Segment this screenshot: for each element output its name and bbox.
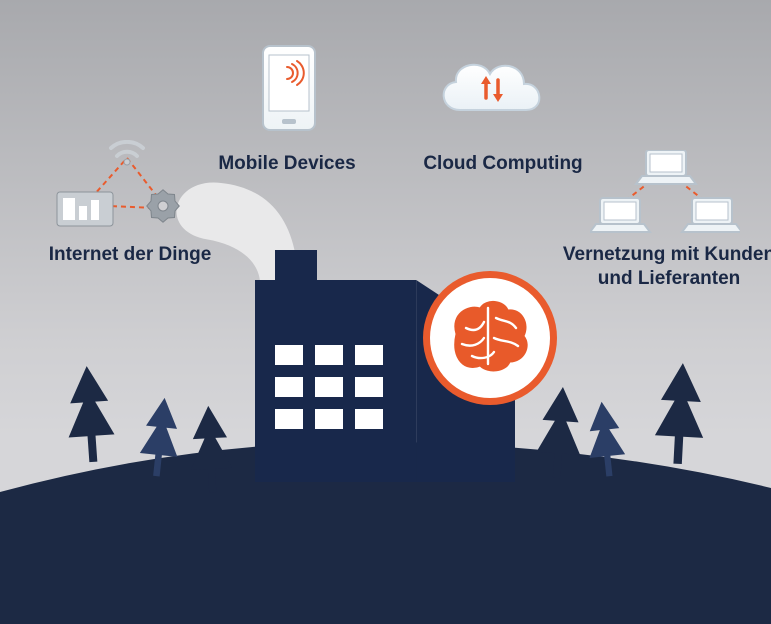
label-customer-supplier-network: Vernetzung mit Kunden und Lieferanten (554, 243, 771, 291)
tree-icon (651, 360, 709, 468)
laptops-network-icon (590, 150, 740, 235)
tree-icon (185, 403, 235, 495)
label-mobile-devices: Mobile Devices (192, 152, 382, 176)
label-internet-of-things: Internet der Dinge (20, 243, 240, 267)
cloud-icon (432, 50, 552, 130)
tree-icon (582, 398, 629, 480)
mobile-device-icon (262, 45, 316, 131)
label-cloud-computing: Cloud Computing (398, 152, 608, 176)
tree-icon (62, 362, 119, 465)
brain-badge (421, 269, 559, 407)
tree-icon (135, 394, 184, 480)
iot-icon (55, 140, 205, 235)
